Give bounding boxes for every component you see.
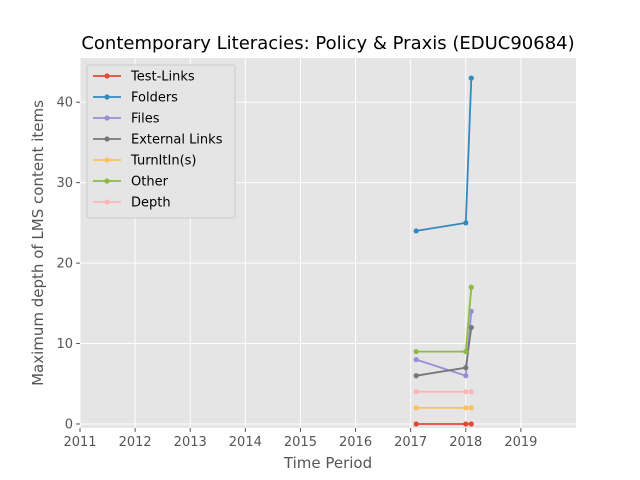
y-tick-label: 30 [56, 176, 73, 191]
x-tick-label: 2012 [119, 435, 152, 450]
data-point [413, 228, 419, 234]
data-point [463, 389, 469, 395]
series-5 [413, 405, 474, 411]
data-point [468, 405, 474, 411]
legend-label: Other [131, 175, 169, 190]
legend-marker [104, 178, 110, 184]
series-3 [413, 308, 474, 379]
data-point [463, 365, 469, 371]
data-point [413, 389, 419, 395]
data-point [468, 284, 474, 290]
legend-marker [104, 115, 110, 121]
legend-label: TurnItIn(s) [130, 154, 196, 169]
legend-label: External Links [131, 133, 223, 148]
data-point [468, 389, 474, 395]
legend-label: Depth [131, 196, 171, 211]
y-tick-label: 40 [56, 96, 73, 111]
data-point [463, 421, 469, 427]
legend-marker [104, 73, 110, 79]
data-point [468, 75, 474, 81]
x-tick-label: 2019 [504, 435, 537, 450]
x-tick-label: 2015 [284, 435, 317, 450]
y-axis-label: Maximum depth of LMS content items [29, 100, 47, 386]
series-1 [413, 421, 474, 427]
series-layer [413, 75, 474, 427]
chart-title: Contemporary Literacies: Policy & Praxis… [81, 33, 574, 54]
legend-marker [104, 94, 110, 100]
legend: Test-Links Folders Files External Links Turn… [86, 64, 236, 219]
x-tick-label: 2017 [394, 435, 427, 450]
series-7 [413, 389, 474, 395]
x-tick-label: 2011 [63, 435, 96, 450]
data-point [413, 357, 419, 363]
data-point [463, 348, 469, 355]
series-2 [413, 75, 474, 234]
legend-marker [104, 199, 110, 205]
data-point [413, 421, 419, 427]
data-point [463, 373, 469, 379]
series-6 [413, 284, 474, 355]
y-axis: 0 10 20 30 40 [56, 96, 80, 432]
series-4 [413, 324, 474, 379]
data-point [413, 348, 419, 355]
data-point [463, 405, 469, 411]
x-tick-label: 2014 [229, 435, 262, 450]
x-axis-label: Time Period [283, 454, 372, 472]
legend-frame [86, 64, 236, 219]
data-point [463, 220, 469, 226]
y-tick-label: 0 [65, 417, 73, 432]
x-axis: 2011 2012 2013 2014 2015 2016 2017 2018 2019 [63, 428, 537, 450]
x-tick-label: 2018 [449, 435, 482, 450]
data-point [468, 324, 474, 331]
legend-label: Files [131, 112, 160, 127]
legend-label: Test-Links [130, 70, 195, 85]
x-tick-label: 2013 [174, 435, 207, 450]
legend-label: Folders [131, 91, 178, 106]
x-tick-label: 2016 [339, 435, 372, 450]
legend-marker [104, 136, 110, 142]
legend-marker [104, 157, 110, 163]
data-point [468, 421, 474, 427]
data-point [413, 373, 419, 379]
y-tick-label: 10 [56, 337, 73, 352]
y-tick-label: 20 [56, 257, 73, 272]
data-point [413, 405, 419, 411]
